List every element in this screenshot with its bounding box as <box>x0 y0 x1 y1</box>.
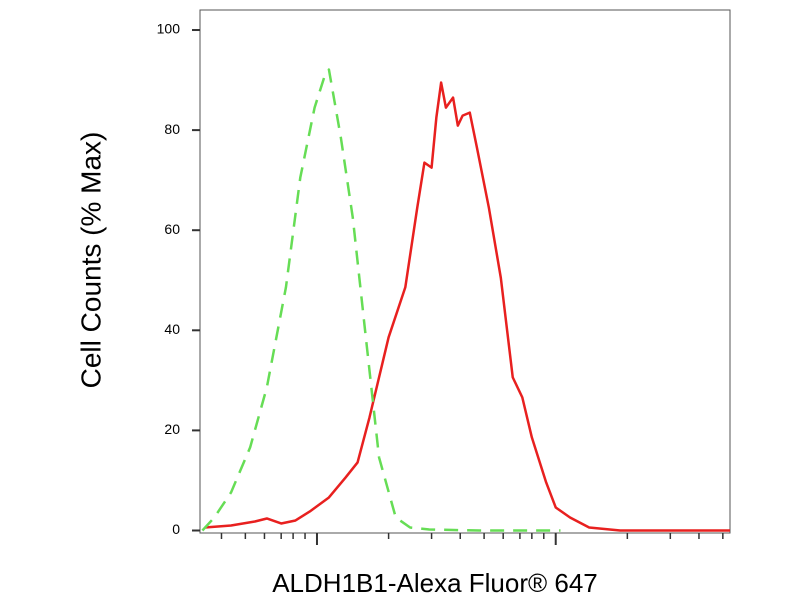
series-line <box>204 81 730 532</box>
y-axis-label: Cell Counts (% Max) <box>75 132 106 389</box>
y-tick-label: 20 <box>164 421 180 437</box>
series-line <box>201 68 561 532</box>
y-tick-label: 100 <box>157 21 181 37</box>
x-axis-label: ALDH1B1-Alexa Fluor® 647 <box>272 568 598 598</box>
plot-frame <box>199 9 731 534</box>
y-tick-label: 80 <box>164 121 180 137</box>
y-tick-label: 40 <box>164 321 180 337</box>
y-tick-label: 0 <box>172 521 180 537</box>
y-tick-label: 60 <box>164 221 180 237</box>
